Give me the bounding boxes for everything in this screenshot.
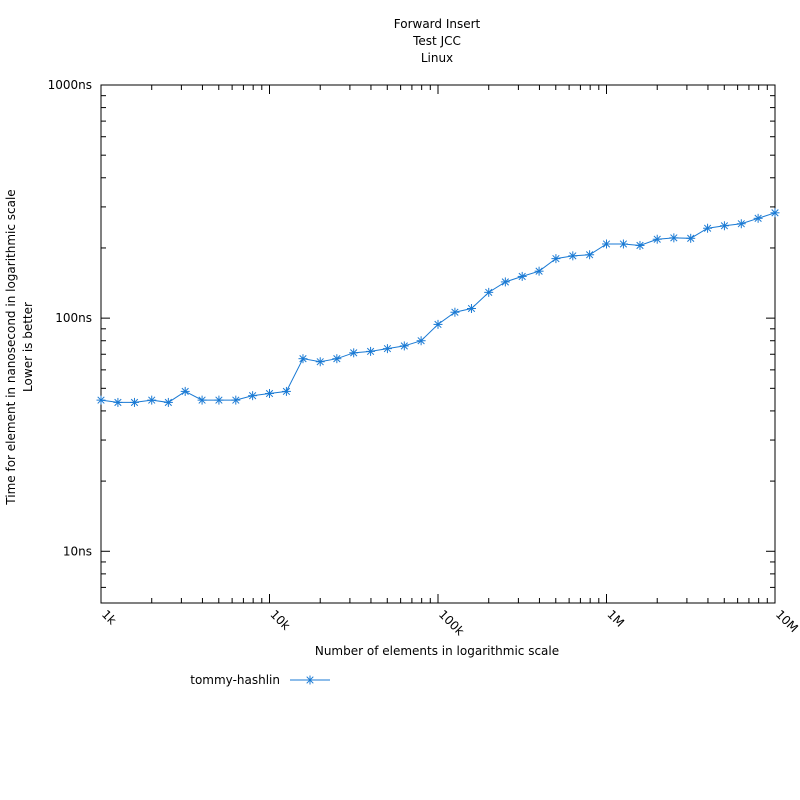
data-point bbox=[382, 344, 392, 354]
legend-label: tommy-hashlin bbox=[190, 673, 280, 687]
y-axis-label-line-1: Time for element in nanosecond in logari… bbox=[4, 189, 18, 505]
plot-frame bbox=[100, 84, 776, 604]
x-tick-label: 10M bbox=[773, 607, 800, 635]
y-axis-label: Time for element in nanosecond in logari… bbox=[4, 189, 35, 505]
data-point bbox=[602, 239, 611, 249]
data-point bbox=[669, 233, 679, 243]
x-tick-label: 10k bbox=[267, 607, 293, 633]
y-tick-label: 1000ns bbox=[48, 78, 92, 92]
data-point bbox=[214, 395, 224, 405]
series-layer bbox=[96, 208, 780, 407]
data-point bbox=[265, 389, 274, 399]
ticks: 1k 10k 100k 1M 10M 10ns 100ns 1000ns bbox=[48, 78, 800, 638]
data-point bbox=[129, 397, 139, 407]
data-point bbox=[315, 357, 325, 367]
data-point bbox=[163, 397, 173, 407]
data-point bbox=[248, 391, 258, 401]
data-point bbox=[113, 397, 123, 407]
data-point bbox=[416, 336, 426, 346]
data-point bbox=[466, 303, 476, 313]
data-point bbox=[618, 239, 628, 249]
data-point bbox=[753, 213, 763, 223]
x-tick-label: 1M bbox=[604, 607, 627, 630]
data-point bbox=[686, 233, 696, 243]
chart-title-line-1: Forward Insert bbox=[394, 17, 481, 31]
x-tick-label: 100k bbox=[436, 607, 467, 638]
y-axis-label-line-2: Lower is better bbox=[21, 302, 35, 392]
data-point bbox=[635, 240, 645, 250]
data-point bbox=[534, 266, 544, 276]
data-point bbox=[500, 277, 510, 287]
legend-marker bbox=[305, 675, 315, 685]
data-point bbox=[703, 223, 713, 233]
y-tick-label: 100ns bbox=[55, 311, 92, 325]
data-point bbox=[450, 307, 460, 317]
x-tick-label: 1k bbox=[99, 607, 119, 627]
data-point bbox=[298, 354, 308, 364]
data-point bbox=[568, 251, 578, 261]
chart-title: Forward Insert Test JCC Linux bbox=[394, 17, 481, 65]
data-point bbox=[399, 341, 409, 351]
data-point bbox=[652, 234, 662, 244]
data-point bbox=[719, 221, 729, 231]
data-point bbox=[433, 319, 443, 329]
data-point bbox=[484, 287, 494, 297]
data-point bbox=[197, 395, 207, 405]
x-axis-label: Number of elements in logarithmic scale bbox=[315, 644, 559, 658]
axes bbox=[100, 84, 776, 604]
data-point bbox=[180, 386, 190, 396]
data-point bbox=[517, 271, 527, 281]
data-point bbox=[585, 250, 595, 260]
data-point bbox=[281, 386, 291, 396]
data-point bbox=[96, 395, 106, 405]
data-point bbox=[332, 354, 342, 364]
chart-title-line-3: Linux bbox=[421, 51, 453, 65]
legend: tommy-hashlin bbox=[190, 673, 330, 687]
data-point bbox=[770, 208, 780, 218]
data-point bbox=[147, 395, 157, 405]
data-point bbox=[366, 346, 376, 356]
y-tick-label: 10ns bbox=[63, 544, 92, 558]
data-point bbox=[349, 348, 359, 358]
data-point bbox=[736, 219, 746, 229]
chart-title-line-2: Test JCC bbox=[412, 34, 461, 48]
data-point bbox=[231, 395, 241, 405]
data-point bbox=[551, 254, 561, 264]
